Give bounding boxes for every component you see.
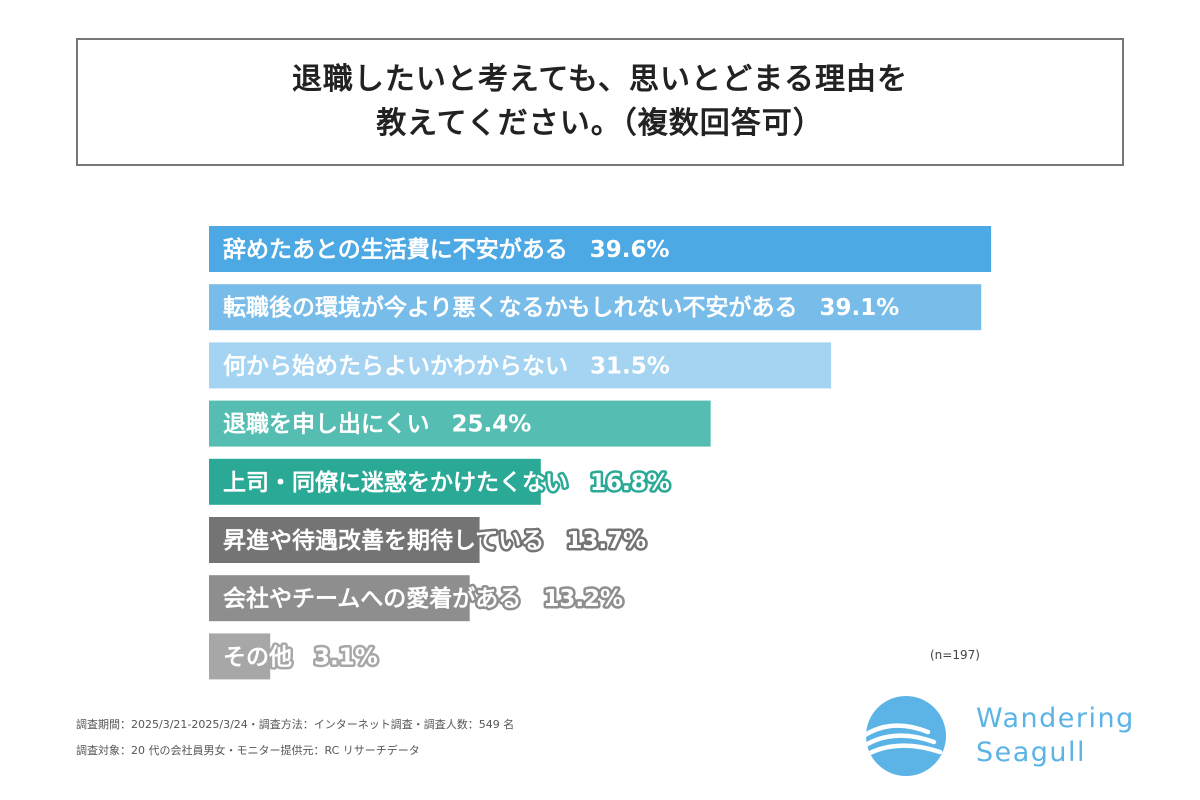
survey-footnote-period: 調査期間：2025/3/21-2025/3/24・調査方法：インターネット調査・…: [76, 718, 515, 731]
chart-title-line-1: 退職したいと考えても、思いとどまる理由を: [291, 62, 909, 97]
bar-value-label-1: 39.1%: [820, 295, 900, 321]
chart-title-box: 退職したいと考えても、思いとどまる理由を 教えてください。（複数回答可）: [76, 38, 1124, 166]
logo-text: Wandering Seagull: [976, 702, 1135, 770]
bar-label-6: 会社やチームへの愛着がある 13.2%: [223, 585, 623, 612]
bar-label-3: 退職を申し出にくい 25.4%: [223, 411, 531, 438]
bar-category-4: 上司・同僚に迷惑をかけたくない: [223, 469, 568, 496]
bar-value-label-5: 13.7%: [566, 528, 646, 554]
wave-circle-icon: [866, 696, 946, 776]
bar-7: [209, 633, 271, 680]
bar-0: [209, 226, 992, 272]
bar-label-5: 昇進や待遇改善を期待している 13.7%: [223, 527, 646, 554]
bar-5: [209, 517, 480, 563]
wandering-seagull-logo: Wandering Seagull: [858, 696, 1148, 776]
logo-text-line-1: Wandering: [976, 703, 1135, 734]
bar-3: [209, 400, 711, 447]
chart-title-line-2: 教えてください。（複数回答可）: [376, 106, 824, 141]
bar-label-2: 何から始めたらよいかわからない 31.5%: [223, 352, 670, 379]
bar-category-3: 退職を申し出にくい: [223, 411, 430, 438]
bar-label-7: その他 3.1%: [223, 644, 378, 670]
survey-footnote-target: 調査対象：20 代の会社員男女・モニター提供元：RC リサーチデータ: [76, 744, 420, 757]
bar-1: [209, 284, 982, 331]
bar-value-label-6: 13.2%: [543, 586, 623, 612]
bar-label-4: 上司・同僚に迷惑をかけたくない 16.8%: [223, 469, 670, 496]
bar-value-label-3: 25.4%: [452, 412, 532, 438]
bar-category-5: 昇進や待遇改善を期待している: [223, 527, 544, 554]
bar-category-6: 会社やチームへの愛着がある: [223, 585, 521, 612]
bar-label-0: 辞めたあとの生活費に不安がある 39.6%: [223, 236, 670, 263]
bar-category-7: その他: [223, 644, 292, 670]
logo-text-line-2: Seagull: [976, 737, 1087, 768]
bar-value-label-2: 31.5%: [590, 353, 670, 379]
bar-value-label-0: 39.6%: [590, 237, 670, 263]
sample-size-label: (n=197): [930, 648, 980, 662]
bar-label-1: 転職後の環境が今より悪くなるかもしれない不安がある 39.1%: [223, 294, 899, 321]
bar-6: [209, 575, 470, 622]
bar-4: [209, 458, 541, 505]
bar-category-0: 辞めたあとの生活費に不安がある: [223, 236, 568, 263]
bar-category-1: 転職後の環境が今より悪くなるかもしれない不安がある: [223, 294, 798, 321]
bar-value-label-4: 16.8%: [590, 470, 670, 496]
bar-2: [209, 342, 832, 389]
bar-category-2: 何から始めたらよいかわからない: [223, 352, 568, 379]
bar-value-label-7: 3.1%: [314, 644, 378, 670]
